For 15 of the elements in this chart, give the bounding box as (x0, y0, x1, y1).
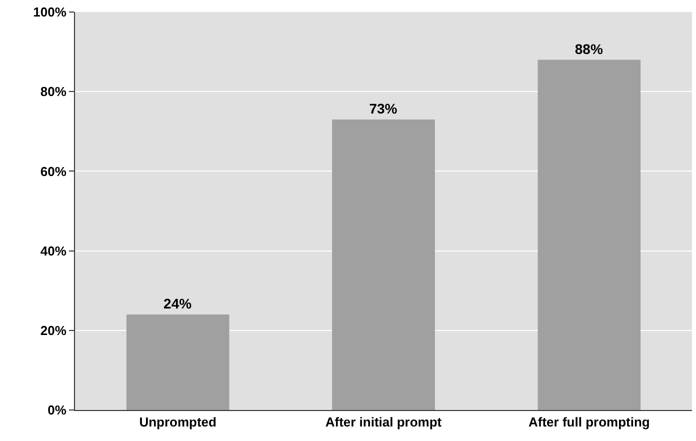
x-tick-label: Unprompted (139, 414, 217, 430)
y-tick-label: 20% (40, 322, 67, 338)
bar (126, 314, 230, 410)
y-tick-label: 0% (48, 402, 67, 418)
data-label: 24% (164, 295, 192, 312)
y-tick-label: 80% (40, 84, 67, 100)
bar (538, 60, 641, 410)
x-tick-label: After initial prompt (325, 414, 442, 430)
y-tick-label: 60% (40, 164, 67, 179)
y-tick-label: 100% (33, 4, 67, 20)
x-tick-label: After full prompting (528, 414, 650, 430)
data-label: 73% (369, 100, 398, 116)
y-tick-label: 40% (40, 243, 67, 258)
bar (332, 119, 435, 410)
data-label: 88% (574, 40, 604, 57)
